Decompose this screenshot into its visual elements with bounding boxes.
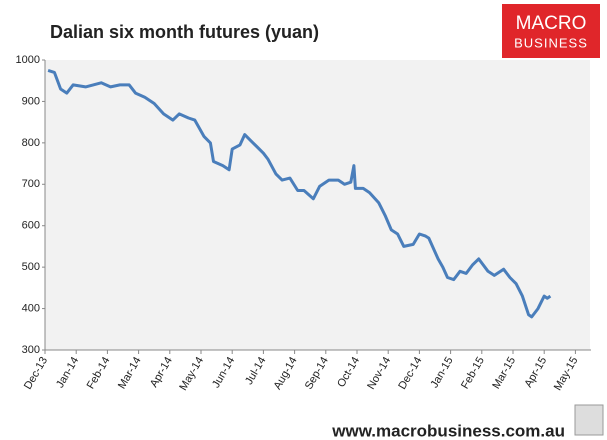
logo-box xyxy=(502,4,600,58)
footer: www.macrobusiness.com.au xyxy=(331,421,565,440)
y-tick-label: 900 xyxy=(22,95,40,107)
y-tick-label: 800 xyxy=(22,137,40,149)
data-line xyxy=(47,68,552,319)
y-tick-label: 300 xyxy=(22,344,40,356)
logo-icon xyxy=(574,404,604,436)
logo-text: BUSINESS xyxy=(514,35,588,50)
y-tick-label: 400 xyxy=(22,302,40,314)
plot-area xyxy=(45,60,590,350)
y-tick-label: 1000 xyxy=(16,54,40,66)
y-tick-label: 600 xyxy=(22,220,40,232)
chart-title: Dalian six month futures (yuan) xyxy=(50,22,319,42)
logo-text: MACRO xyxy=(516,13,587,34)
y-tick-label: 700 xyxy=(22,178,40,190)
y-tick-label: 500 xyxy=(22,261,40,273)
